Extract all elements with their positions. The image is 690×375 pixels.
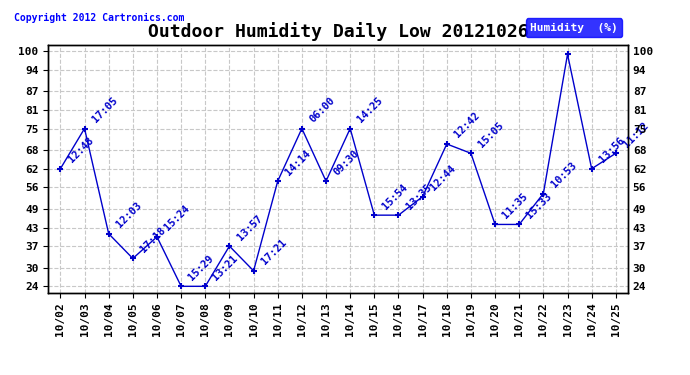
Text: 15:33: 15:33 — [525, 191, 554, 220]
Text: 12:48: 12:48 — [66, 135, 95, 165]
Text: 12:03: 12:03 — [115, 200, 144, 230]
Text: Copyright 2012 Cartronics.com: Copyright 2012 Cartronics.com — [14, 13, 184, 23]
Text: 10:53: 10:53 — [549, 160, 578, 189]
Legend: Humidity  (%): Humidity (%) — [526, 18, 622, 37]
Text: 11:35: 11:35 — [501, 191, 530, 220]
Text: 17:18: 17:18 — [139, 225, 168, 254]
Text: 14:25: 14:25 — [356, 95, 385, 124]
Text: 17:21: 17:21 — [259, 237, 288, 267]
Text: 14:14: 14:14 — [284, 148, 313, 177]
Text: 09:30: 09:30 — [332, 148, 361, 177]
Text: 06:00: 06:00 — [308, 95, 337, 124]
Text: 13:56: 13:56 — [598, 135, 627, 165]
Text: 13:35: 13:35 — [404, 182, 433, 211]
Text: 11:12: 11:12 — [622, 120, 651, 149]
Text: 13:21: 13:21 — [211, 253, 240, 282]
Text: 15:54: 15:54 — [380, 182, 409, 211]
Text: 13:57: 13:57 — [235, 213, 264, 242]
Text: 17:05: 17:05 — [90, 95, 119, 124]
Text: 15:05: 15:05 — [477, 120, 506, 149]
Text: 12:44: 12:44 — [428, 163, 457, 192]
Text: 15:29: 15:29 — [187, 253, 216, 282]
Title: Outdoor Humidity Daily Low 20121026: Outdoor Humidity Daily Low 20121026 — [148, 22, 529, 40]
Text: 12:42: 12:42 — [453, 111, 482, 140]
Text: 15:24: 15:24 — [163, 204, 192, 232]
